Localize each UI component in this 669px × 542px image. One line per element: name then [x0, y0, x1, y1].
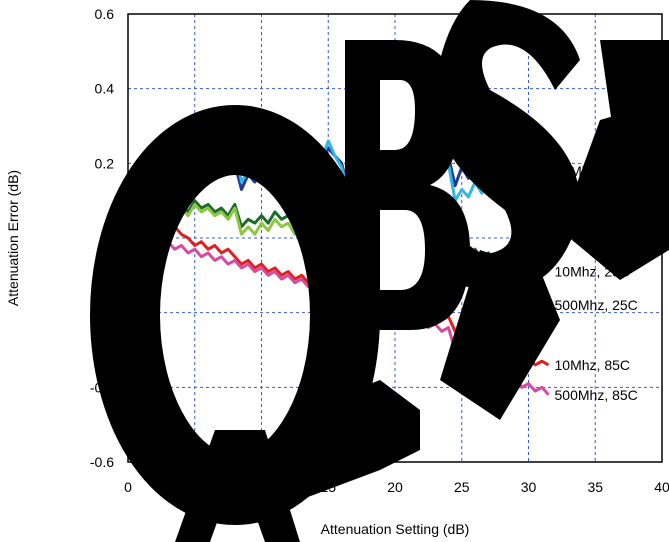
watermark-diagonal-end: [560, 100, 669, 280]
y-tick-label: 0.6: [95, 6, 115, 22]
watermark-diagonal-text: [175, 430, 300, 542]
series-label-4: 10Mhz, 85C: [555, 357, 630, 373]
watermark: [90, 0, 669, 542]
y-axis-title: Attenuation Error (dB): [5, 170, 21, 306]
y-tick-label: 0.4: [95, 81, 115, 97]
x-tick-label: 40: [654, 479, 669, 495]
watermark-diagonal-letters: [300, 380, 420, 500]
x-tick-label: 35: [587, 479, 603, 495]
series-label-3: 500Mhz, 25C: [555, 297, 638, 313]
y-tick-label: -0.6: [90, 454, 114, 470]
x-tick-label: 25: [454, 479, 470, 495]
x-tick-label: 30: [521, 479, 537, 495]
series-label-5: 500Mhz, 85C: [555, 387, 638, 403]
watermark-letter-s: [432, 0, 580, 292]
watermark-letter-b-holes: [380, 80, 425, 290]
x-tick-label: 0: [124, 479, 132, 495]
x-tick-label: 20: [387, 479, 403, 495]
x-axis-title: Attenuation Setting (dB): [321, 521, 470, 537]
y-tick-label: 0.2: [95, 155, 115, 171]
watermark-diagonal-block: [440, 250, 560, 420]
